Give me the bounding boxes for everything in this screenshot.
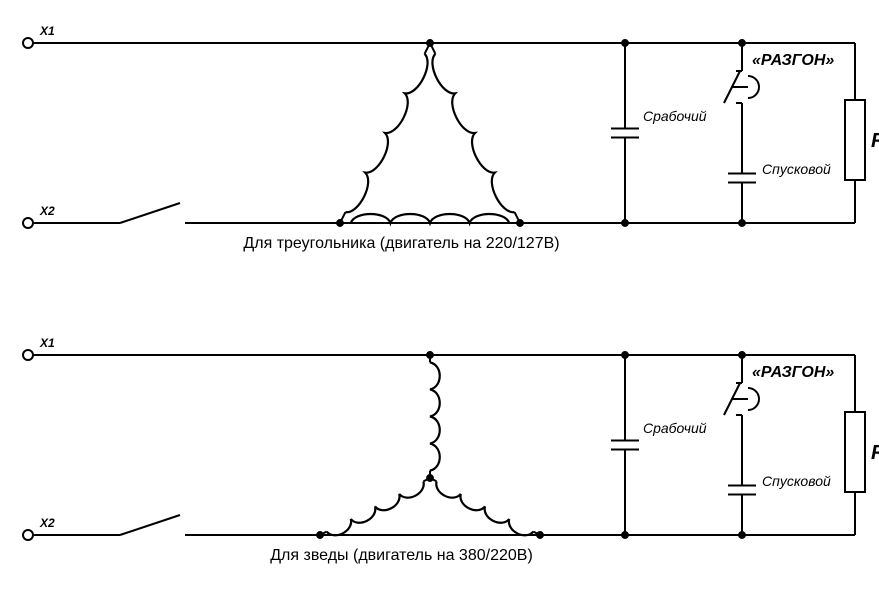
caption-delta: Для треугольника (двигатель на 220/127В) bbox=[243, 235, 559, 252]
resistor-label: R1 bbox=[871, 442, 879, 464]
start-button-head bbox=[748, 388, 759, 410]
terminal-x2-label: X2 bbox=[39, 204, 55, 218]
resistor-r1 bbox=[845, 100, 865, 180]
caption-wye: Для зведы (двигатель на 380/220В) bbox=[270, 547, 533, 564]
start-button-label: «РАЗГОН» bbox=[752, 364, 834, 381]
cap-working-label: Срабочий bbox=[643, 420, 707, 436]
cap-start-label: Спусковой bbox=[762, 473, 831, 489]
resistor-r1 bbox=[845, 412, 865, 492]
start-button-head bbox=[748, 76, 759, 98]
start-button-label: «РАЗГОН» bbox=[752, 52, 834, 69]
terminal-x2-label: X2 bbox=[39, 516, 55, 530]
cap-working-label: Срабочий bbox=[643, 108, 707, 124]
cap-start-label: Спусковой bbox=[762, 161, 831, 177]
terminal-x1-label: X1 bbox=[39, 24, 55, 38]
resistor-label: R1 bbox=[871, 130, 879, 152]
terminal-x1-label: X1 bbox=[39, 336, 55, 350]
